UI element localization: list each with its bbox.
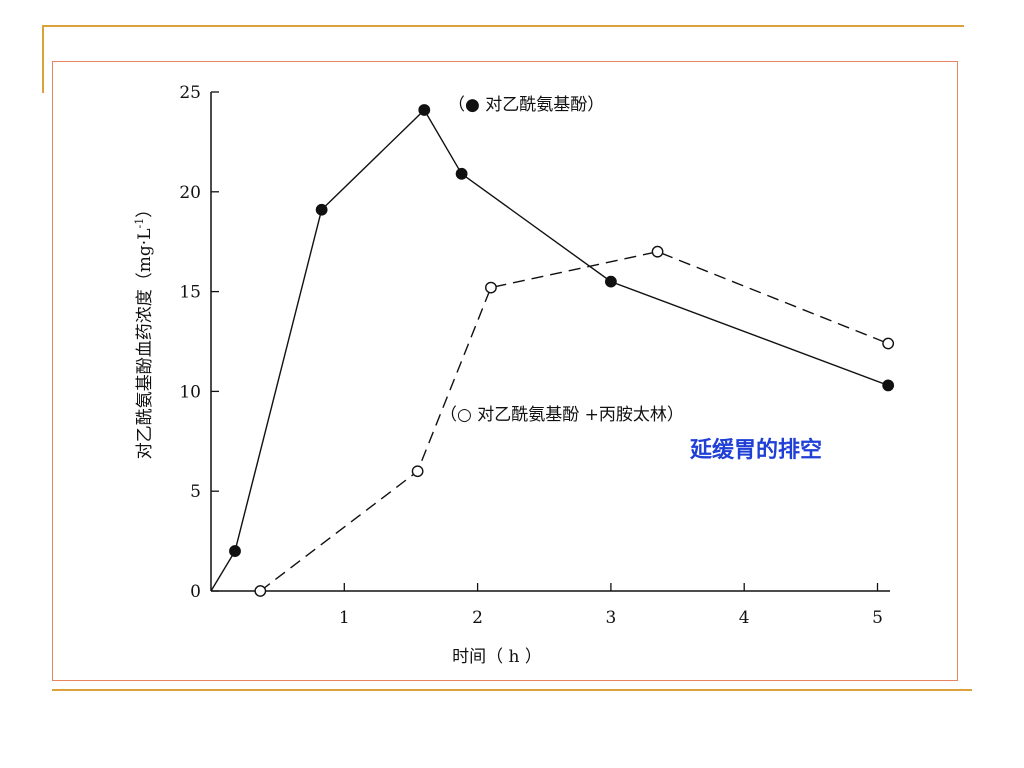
y-axis-label: 对乙酰氨基酚血药浓度（mg·L-1） (133, 201, 155, 459)
series-0-point-2 (315, 203, 328, 216)
x-tick-label-2: 2 (472, 608, 483, 628)
series-0-point-4 (455, 167, 468, 180)
x-ticks: 1 2 3 4 5 (339, 583, 883, 628)
series-0-point-1 (229, 545, 241, 557)
series-points (229, 104, 895, 597)
y-axis-label-main: 对乙酰氨基酚血药浓度（mg·L (135, 229, 155, 460)
y-tick-label-5: 5 (190, 482, 201, 502)
series-1-point-1 (411, 465, 424, 478)
y-tick-label-15: 15 (179, 283, 201, 303)
x-tick-label-3: 3 (605, 608, 616, 628)
slide-frame-top-line (42, 25, 964, 27)
series-0-point-3 (418, 104, 431, 116)
y-tick-label-25: 25 (179, 83, 201, 103)
x-axis-label: 时间（ h ） (452, 647, 542, 667)
series-label-acetaminophen: （● 对乙酰氨基酚） (448, 95, 604, 115)
y-tick-label-10: 10 (179, 382, 201, 402)
y-axis-label-sup: -1 (133, 218, 146, 229)
slide-frame-left-line (42, 25, 44, 93)
series-0-point-6 (882, 379, 895, 392)
series-1-point-4 (882, 337, 895, 350)
series-lines (210, 108, 889, 592)
series-1-point-0 (254, 585, 267, 597)
series-1-point-3 (651, 245, 664, 258)
y-axis-label-close: ） (135, 201, 155, 218)
slide-frame-bottom-line (52, 689, 972, 691)
series-1-point-2 (485, 281, 497, 294)
series-label-acetaminophen-propantheline: （○ 对乙酰氨基酚 +丙胺太林） (440, 405, 684, 425)
y-tick-label-20: 20 (179, 183, 201, 203)
series-0-point-5 (605, 275, 617, 288)
y-tick-label-0: 0 (190, 582, 201, 602)
x-tick-label-5: 5 (872, 608, 883, 628)
series-line-0 (210, 108, 889, 592)
x-tick-label-4: 4 (739, 608, 750, 628)
y-ticks: 0 5 10 15 20 25 (179, 83, 219, 602)
annotation-delay-gastric-emptying: 延缓胃的排空 (690, 438, 823, 463)
chart-box (52, 61, 958, 681)
x-tick-label-1: 1 (339, 608, 350, 628)
series-line-1 (259, 250, 889, 592)
